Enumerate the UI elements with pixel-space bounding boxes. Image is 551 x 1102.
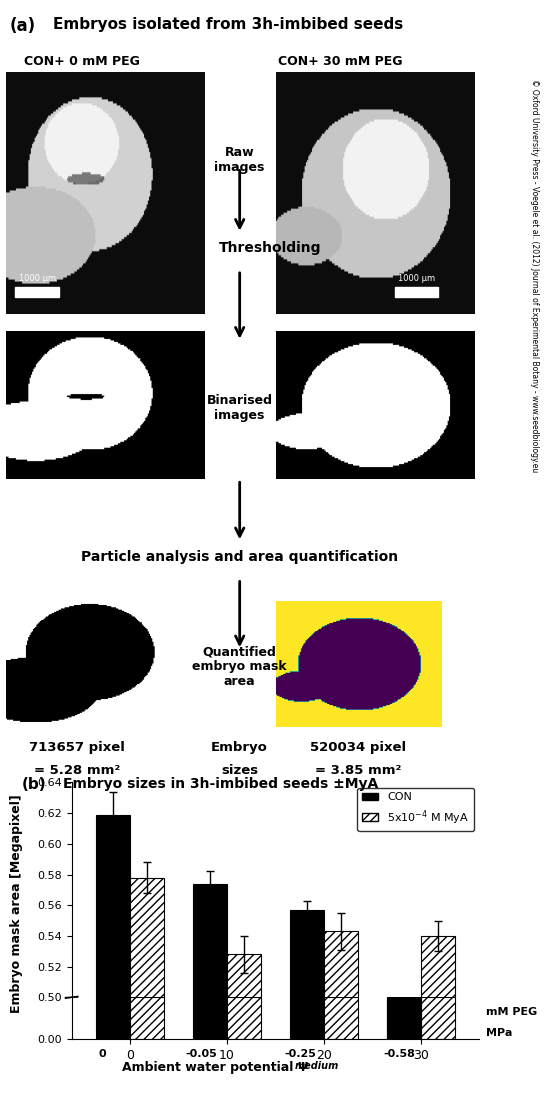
Bar: [227, 997, 261, 1039]
Text: = 5.28 mm²: = 5.28 mm²: [34, 764, 120, 777]
Text: CON+ 30 mM PEG: CON+ 30 mM PEG: [278, 55, 403, 68]
Text: Embryo: Embryo: [211, 741, 268, 754]
Bar: [395, 288, 438, 298]
Bar: [15, 288, 59, 298]
Legend: CON, 5x10$^{-4}$ M MyA: CON, 5x10$^{-4}$ M MyA: [357, 788, 474, 831]
Text: -0.25: -0.25: [284, 1049, 316, 1059]
Text: Embryos isolated from 3h-imbibed seeds: Embryos isolated from 3h-imbibed seeds: [53, 17, 403, 32]
Text: medium: medium: [295, 1061, 339, 1071]
Text: Ambient water potential Ψ: Ambient water potential Ψ: [122, 1061, 308, 1074]
Text: -0.58: -0.58: [383, 1049, 415, 1059]
Text: 713657 pixel: 713657 pixel: [29, 741, 125, 754]
Bar: [324, 931, 358, 1102]
Text: 0: 0: [98, 1049, 106, 1059]
Text: (a): (a): [9, 17, 36, 34]
Text: © Oxford University Press - Voegele et al. (2012) Journal of Experimental Botany: © Oxford University Press - Voegele et a…: [530, 79, 539, 472]
Text: Thresholding: Thresholding: [219, 241, 321, 255]
Text: MPa: MPa: [486, 1027, 512, 1038]
Text: (b): (b): [22, 777, 47, 792]
Bar: [421, 997, 455, 1039]
Bar: [96, 997, 130, 1039]
Text: Raw
images: Raw images: [214, 145, 265, 174]
Bar: [193, 997, 227, 1039]
Text: -0.05: -0.05: [185, 1049, 217, 1059]
Bar: [290, 910, 324, 1102]
Bar: [387, 1000, 421, 1039]
Text: = 3.85 mm²: = 3.85 mm²: [315, 764, 401, 777]
Text: Embryo mask area [Megapixel]: Embryo mask area [Megapixel]: [10, 795, 23, 1013]
Bar: [324, 997, 358, 1039]
Text: Binarised
images: Binarised images: [207, 393, 273, 422]
Text: Quantified
embryo mask
area: Quantified embryo mask area: [192, 645, 287, 689]
Text: Particle analysis and area quantification: Particle analysis and area quantificatio…: [81, 550, 398, 563]
Text: CON+ 0 mM PEG: CON+ 0 mM PEG: [24, 55, 140, 68]
Bar: [227, 954, 261, 1102]
Text: 1000 μm: 1000 μm: [398, 273, 435, 282]
Bar: [96, 814, 130, 1102]
Bar: [193, 884, 227, 1102]
Bar: [130, 997, 164, 1039]
Bar: [290, 997, 324, 1039]
Bar: [387, 997, 421, 1039]
Text: 520034 pixel: 520034 pixel: [310, 741, 406, 754]
Bar: [130, 877, 164, 1102]
Text: mM PEG: mM PEG: [486, 1006, 537, 1017]
Text: Embryo sizes in 3h-imbibed seeds ±MyA: Embryo sizes in 3h-imbibed seeds ±MyA: [63, 777, 379, 791]
Bar: [387, 1036, 421, 1102]
Text: sizes: sizes: [221, 764, 258, 777]
Bar: [421, 936, 455, 1102]
Text: 1000 μm: 1000 μm: [19, 273, 56, 282]
